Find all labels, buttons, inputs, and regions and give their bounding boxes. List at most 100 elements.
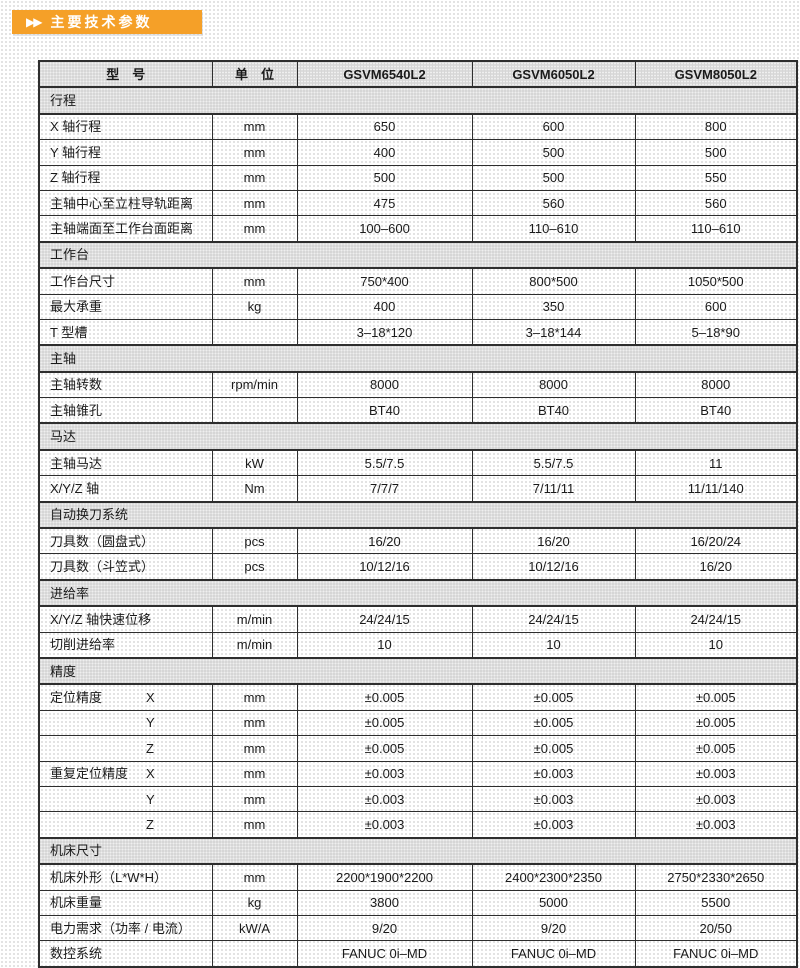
value-cell: BT40 [634, 397, 798, 424]
value-cell: ±0.005 [471, 683, 636, 711]
row-label-cell: Y [38, 785, 213, 813]
axis-letter: Y [146, 715, 155, 731]
unit-cell: Nm [211, 475, 298, 503]
unit-cell: rpm/min [211, 371, 298, 399]
unit-cell: mm [211, 113, 298, 141]
section-row: 行程 [38, 86, 798, 115]
value-cell: 400 [296, 293, 473, 320]
value-cell: ±0.005 [296, 735, 473, 762]
value-cell: FANUC 0i–MD [471, 940, 636, 968]
unit-cell: mm [211, 863, 298, 891]
section-row: 工作台 [38, 240, 798, 270]
unit-cell [211, 940, 298, 968]
spec-row: 主轴锥孔 BT40 BT40 BT40 [38, 397, 798, 424]
value-cell: 600 [471, 113, 636, 141]
section-title: 进给率 [38, 578, 798, 608]
section-row: 进给率 [38, 578, 798, 608]
unit-cell: m/min [211, 605, 298, 633]
section-row: 马达 [38, 422, 798, 451]
value-cell: 9/20 [471, 914, 636, 942]
value-cell: 7/11/11 [471, 475, 636, 503]
row-label: 重复定位精度 [50, 766, 129, 782]
value-cell: 24/24/15 [634, 605, 798, 633]
value-cell: 560 [634, 189, 798, 217]
value-cell: 10 [296, 631, 473, 659]
unit-cell: mm [211, 709, 298, 737]
spec-row: 主轴转数 rpm/min 8000 8000 8000 [38, 371, 798, 399]
unit-cell: kg [211, 889, 298, 916]
spec-table-body: 行程 X 轴行程 mm 650 600 800 Y 轴行程 mm 400 500 500 Z 轴行程 m… [38, 86, 798, 968]
value-cell: 100–600 [296, 215, 473, 243]
value-cell: 5.5/7.5 [296, 449, 473, 477]
value-cell: 20/50 [634, 914, 798, 942]
spec-row: 工作台尺寸 mm 750*400 800*500 1050*500 [38, 267, 798, 295]
value-cell: ±0.003 [296, 785, 473, 813]
value-cell: 800*500 [471, 267, 636, 295]
spec-row: X/Y/Z 轴快速位移 m/min 24/24/15 24/24/15 24/24/15 [38, 605, 798, 633]
spec-row: 电力需求（功率 / 电流） kW/A 9/20 9/20 20/50 [38, 914, 798, 942]
unit-cell: mm [211, 735, 298, 762]
header-model-gsvm6540l2: GSVM6540L2 [296, 60, 473, 89]
unit-cell: mm [211, 811, 298, 839]
row-label-cell: 刀具数（圆盘式） [38, 527, 213, 555]
section-row: 主轴 [38, 344, 798, 373]
axis-letter: X [146, 690, 155, 706]
value-cell: ±0.005 [634, 683, 798, 711]
unit-cell: mm [211, 189, 298, 217]
value-cell: 2400*2300*2350 [471, 863, 636, 891]
row-label-cell: 定位精度 X [38, 683, 213, 711]
unit-cell: kW/A [211, 914, 298, 942]
row-label-cell: Y 轴行程 [38, 139, 213, 166]
unit-cell: pcs [211, 553, 298, 581]
value-cell: 10/12/16 [471, 553, 636, 581]
spec-row: X 轴行程 mm 650 600 800 [38, 113, 798, 141]
unit-cell: mm [211, 267, 298, 295]
value-cell: 24/24/15 [471, 605, 636, 633]
value-cell: 8000 [634, 371, 798, 399]
banner-title: 主要技术参数 [50, 14, 153, 30]
section-row: 机床尺寸 [38, 836, 798, 866]
section-title: 马达 [38, 422, 798, 451]
section-row: 精度 [38, 656, 798, 686]
row-label-cell: 工作台尺寸 [38, 267, 213, 295]
value-cell: 5500 [634, 889, 798, 916]
row-label-cell: 重复定位精度 X [38, 760, 213, 787]
spec-row: 最大承重 kg 400 350 600 [38, 293, 798, 320]
value-cell: 475 [296, 189, 473, 217]
value-cell: 3–18*144 [471, 318, 636, 346]
row-label-cell: 主轴马达 [38, 449, 213, 477]
value-cell: 350 [471, 293, 636, 320]
row-label-cell: 电力需求（功率 / 电流） [38, 914, 213, 942]
spec-row: Y 轴行程 mm 400 500 500 [38, 139, 798, 166]
value-cell: FANUC 0i–MD [296, 940, 473, 968]
value-cell: 800 [634, 113, 798, 141]
value-cell: 16/20/24 [634, 527, 798, 555]
row-label-cell: X/Y/Z 轴 [38, 475, 213, 503]
row-label-cell: X 轴行程 [38, 113, 213, 141]
value-cell: ±0.005 [634, 709, 798, 737]
spec-row: Z 轴行程 mm 500 500 550 [38, 164, 798, 191]
spec-row: 刀具数（斗笠式） pcs 10/12/16 10/12/16 16/20 [38, 553, 798, 581]
unit-cell: mm [211, 785, 298, 813]
value-cell: ±0.003 [471, 760, 636, 787]
row-label: 定位精度 [50, 690, 103, 706]
unit-cell: mm [211, 683, 298, 711]
unit-cell: m/min [211, 631, 298, 659]
value-cell: BT40 [296, 397, 473, 424]
unit-cell [211, 318, 298, 346]
value-cell: FANUC 0i–MD [634, 940, 798, 968]
spec-row: 主轴马达 kW 5.5/7.5 5.5/7.5 11 [38, 449, 798, 477]
value-cell: 1050*500 [634, 267, 798, 295]
axis-letter: Z [146, 817, 154, 833]
unit-cell: mm [211, 760, 298, 787]
value-cell: 2750*2330*2650 [634, 863, 798, 891]
spec-row: 数控系统 FANUC 0i–MD FANUC 0i–MD FANUC 0i–MD [38, 940, 798, 968]
value-cell: 11/11/140 [634, 475, 798, 503]
value-cell: 500 [296, 164, 473, 191]
value-cell: ±0.005 [634, 735, 798, 762]
value-cell: BT40 [471, 397, 636, 424]
value-cell: 600 [634, 293, 798, 320]
